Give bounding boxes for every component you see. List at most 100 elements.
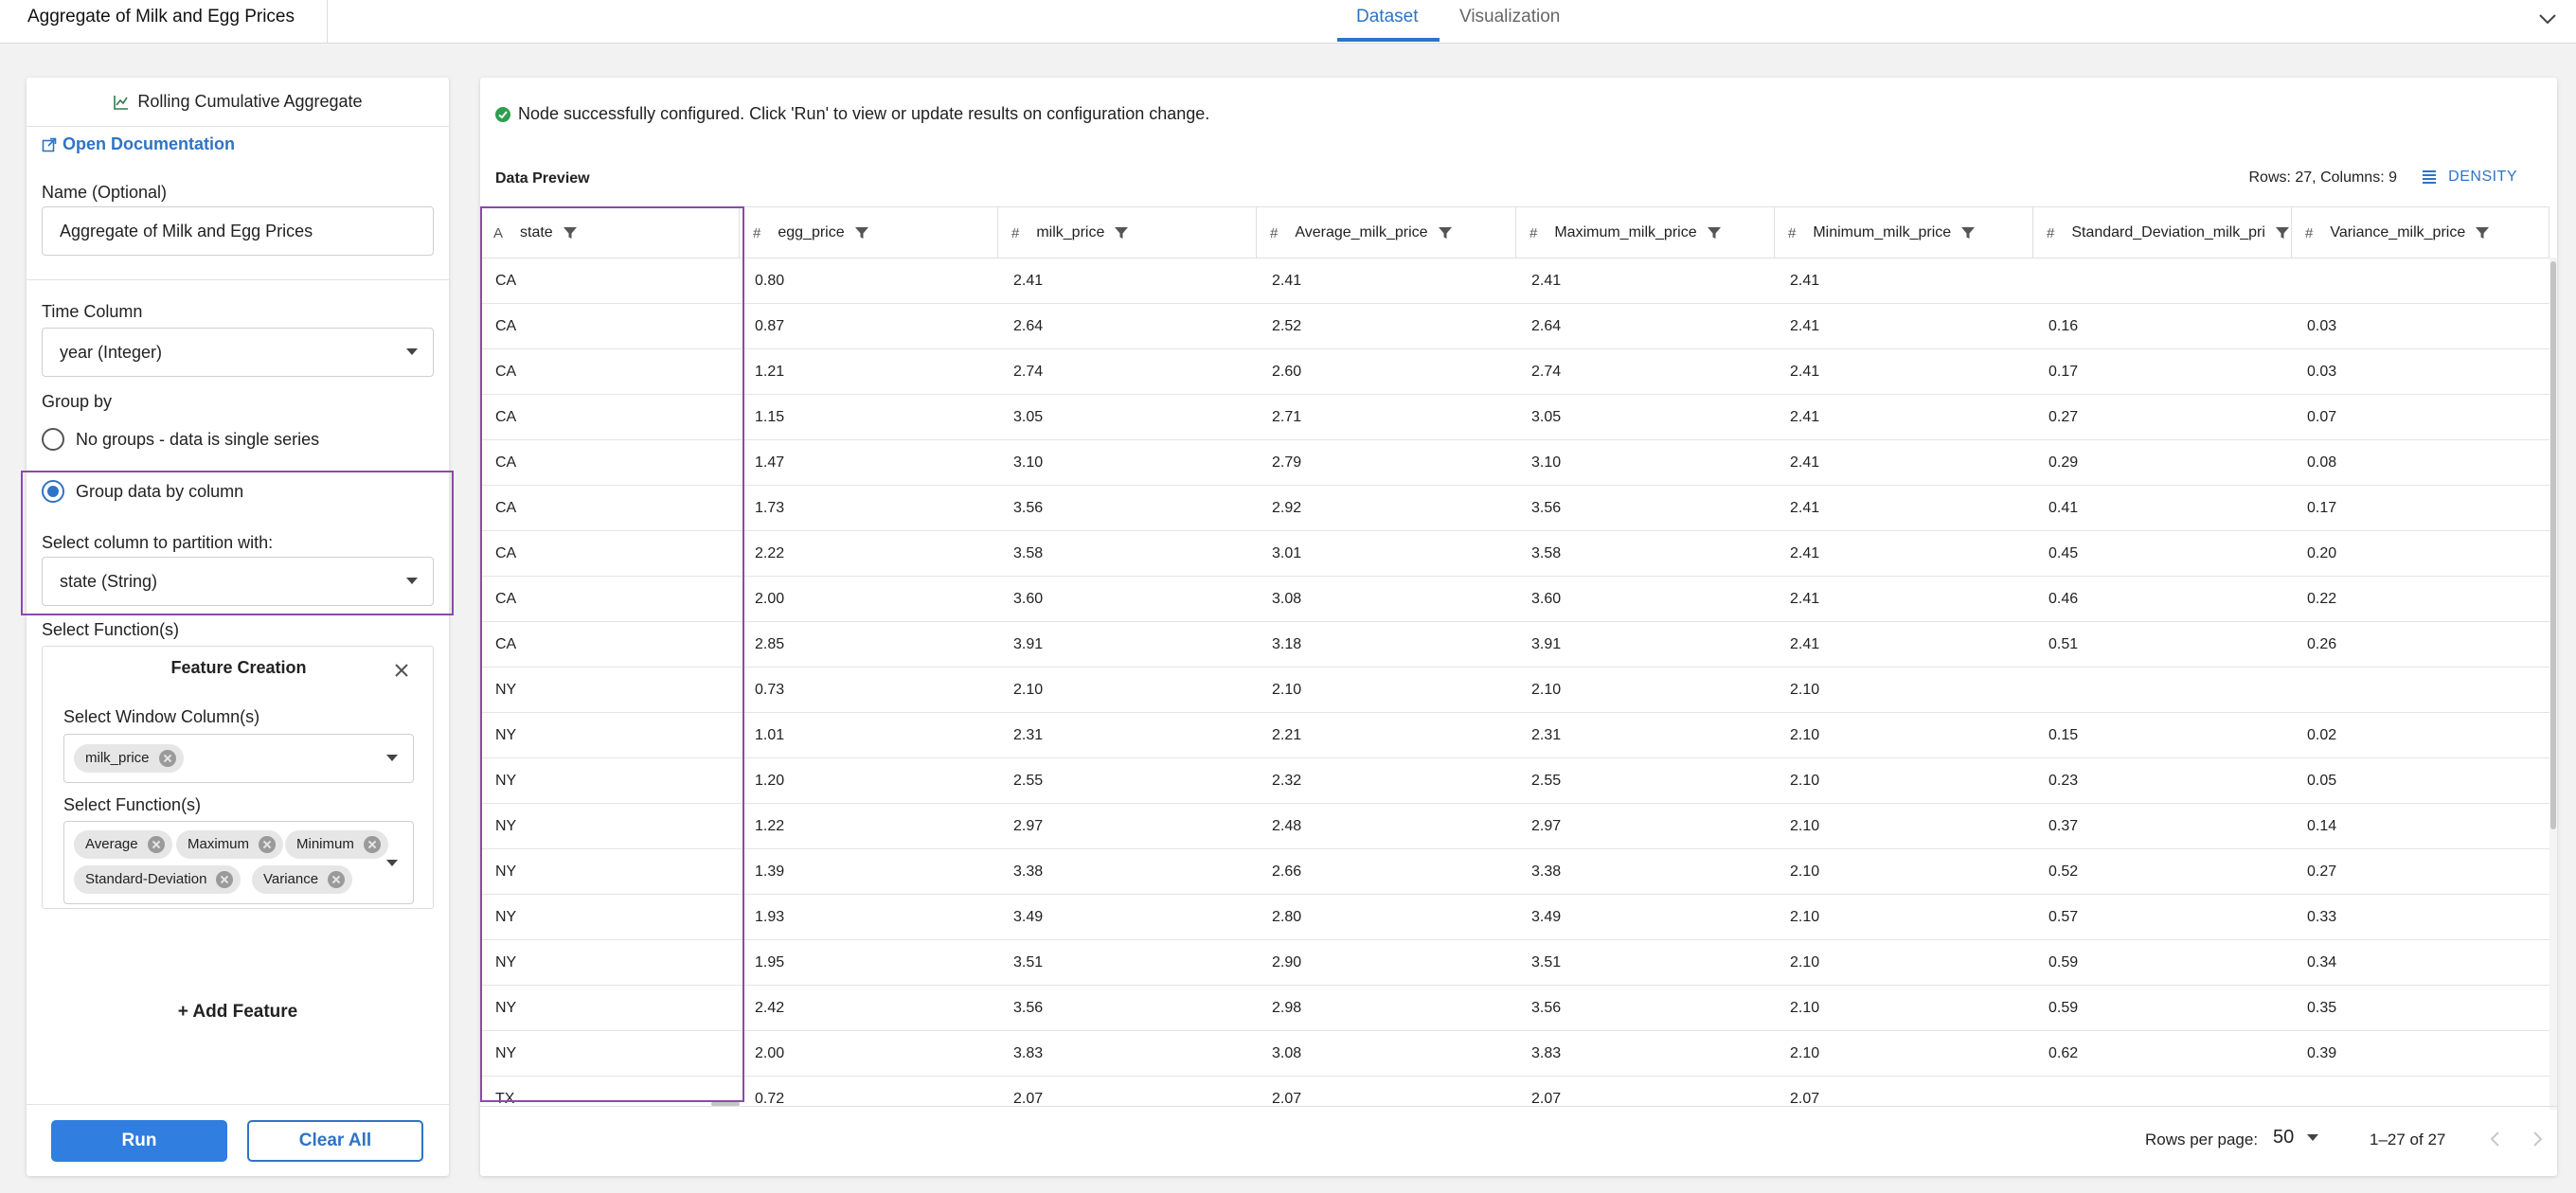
table-cell: 2.80 (1272, 909, 1302, 925)
filter-icon[interactable] (563, 225, 578, 240)
filter-icon[interactable] (854, 225, 869, 240)
top-bar: Aggregate of Milk and Egg Prices Dataset… (0, 0, 2576, 44)
active-tab-indicator (1337, 38, 1440, 42)
functions-label: Select Function(s) (63, 795, 202, 814)
table-cell: 3.18 (1272, 636, 1302, 652)
filter-icon[interactable] (1960, 225, 1976, 240)
filter-icon[interactable] (1114, 225, 1129, 240)
remove-chip-icon[interactable] (216, 871, 234, 888)
table-row: NY 2.42 3.56 2.98 3.56 2.10 0.59 0.35 (480, 986, 2549, 1031)
table-cell: NY (495, 727, 517, 743)
radio-button-checked[interactable] (42, 480, 64, 503)
filter-icon[interactable] (2475, 225, 2490, 240)
open-documentation-link[interactable]: Open Documentation (42, 134, 235, 154)
table-row: CA 2.85 3.91 3.18 3.91 2.41 0.51 0.26 (480, 622, 2549, 668)
column-header[interactable]: # Maximum_milk_price (1516, 207, 1775, 258)
table-cell: NY (495, 1045, 517, 1061)
table-row: CA 1.21 2.74 2.60 2.74 2.41 0.17 0.03 (480, 349, 2549, 395)
chip-label: milk_price (85, 750, 150, 766)
remove-chip-icon[interactable] (328, 871, 346, 888)
close-icon[interactable] (393, 662, 410, 679)
table-cell (2033, 668, 2292, 713)
column-header[interactable]: # Standard_Deviation_milk_pri (2033, 207, 2292, 258)
density-button[interactable]: DENSITY (2422, 169, 2517, 186)
table-cell (2292, 668, 2549, 713)
table-cell: 0.15 (2048, 727, 2079, 743)
window-columns-select[interactable]: milk_price (63, 734, 414, 783)
table-cell (2292, 1077, 2549, 1106)
run-button[interactable]: Run (51, 1120, 227, 1162)
chevron-left-icon[interactable] (2484, 1128, 2507, 1150)
table-cell: 3.01 (1272, 545, 1302, 561)
table-cell: 2.32 (1272, 773, 1302, 789)
column-header-label: Variance_milk_price (2330, 224, 2466, 240)
table-cell: CA (495, 364, 517, 380)
feature-title: Feature Creation (170, 658, 307, 677)
horizontal-scrollbar-thumb[interactable] (711, 1102, 740, 1106)
table-cell: CA (495, 545, 517, 561)
table-cell: 0.08 (2307, 454, 2337, 471)
radio-group-by-column[interactable]: Group data by column (42, 480, 243, 503)
remove-chip-icon[interactable] (147, 836, 165, 853)
table-cell: 3.05 (1013, 409, 1044, 425)
table-cell: 2.21 (1272, 727, 1302, 743)
filter-icon[interactable] (2275, 225, 2290, 240)
table-cell: 1.95 (755, 954, 785, 970)
remove-chip-icon[interactable] (158, 750, 176, 767)
table-cell: 2.71 (1272, 409, 1302, 425)
caret-down-icon (406, 348, 418, 355)
table-cell: 0.72 (755, 1091, 785, 1106)
filter-icon[interactable] (1438, 225, 1453, 240)
table-cell: NY (495, 1000, 517, 1016)
table-cell: 2.48 (1272, 818, 1302, 834)
column-header[interactable]: # Variance_milk_price (2292, 207, 2549, 258)
number-type-icon: # (1788, 224, 1797, 241)
chevron-right-icon[interactable] (2526, 1128, 2549, 1150)
success-banner: Node successfully configured. Click 'Run… (495, 104, 1209, 124)
table-cell: 3.56 (1531, 500, 1562, 516)
column-header[interactable]: # Average_milk_price (1257, 207, 1516, 258)
caret-down-icon (386, 860, 398, 866)
clear-all-button[interactable]: Clear All (247, 1120, 423, 1162)
table-cell: 0.20 (2307, 545, 2337, 561)
tab-visualization[interactable]: Visualization (1459, 7, 1561, 27)
column-header[interactable]: # egg_price (740, 207, 998, 258)
time-column-select[interactable]: year (Integer) (42, 328, 434, 377)
table-cell: 3.51 (1013, 954, 1044, 970)
chevron-down-icon[interactable] (2536, 8, 2559, 30)
table-cell: 3.49 (1013, 909, 1044, 925)
table-cell: 2.79 (1272, 454, 1302, 471)
remove-chip-icon[interactable] (363, 836, 381, 853)
table-cell: 1.20 (755, 773, 785, 789)
table-cell: 0.41 (2048, 500, 2079, 516)
add-feature-button[interactable]: + Add Feature (27, 1002, 449, 1023)
plus-icon: + (177, 1002, 193, 1022)
table-cell: 2.74 (1013, 364, 1044, 380)
vertical-scrollbar[interactable] (2549, 258, 2557, 1110)
column-header-label: Average_milk_price (1295, 224, 1428, 240)
filter-icon[interactable] (1707, 225, 1722, 240)
table-cell: 2.10 (1790, 954, 1820, 970)
table-row: CA 1.15 3.05 2.71 3.05 2.41 0.27 0.07 (480, 395, 2549, 440)
table-cell: 1.47 (755, 454, 785, 471)
table-cell: 1.01 (755, 727, 785, 743)
chip-standard-deviation: Standard-Deviation (74, 865, 242, 894)
radio-no-groups[interactable]: No groups - data is single series (42, 428, 319, 451)
name-input[interactable]: Aggregate of Milk and Egg Prices (42, 206, 434, 256)
success-text: Node successfully configured. Click 'Run… (518, 104, 1210, 123)
table-cell: 2.98 (1272, 1000, 1302, 1016)
radio-button[interactable] (42, 428, 64, 451)
table-cell: 2.41 (1790, 454, 1820, 471)
scrollbar-thumb[interactable] (2550, 261, 2556, 829)
column-header[interactable]: # milk_price (998, 207, 1257, 258)
chip-label: Average (85, 836, 138, 852)
table-cell: 2.41 (1790, 591, 1820, 607)
rows-per-page-select[interactable]: 50 (2273, 1127, 2319, 1148)
table-cell: CA (495, 500, 517, 516)
remove-chip-icon[interactable] (259, 836, 277, 853)
partition-column-select[interactable]: state (String) (42, 557, 434, 606)
tab-dataset[interactable]: Dataset (1356, 7, 1419, 27)
column-header[interactable]: # Minimum_milk_price (1775, 207, 2033, 258)
functions-select[interactable]: Average Maximum Minimum Standard-Deviati… (63, 821, 414, 904)
